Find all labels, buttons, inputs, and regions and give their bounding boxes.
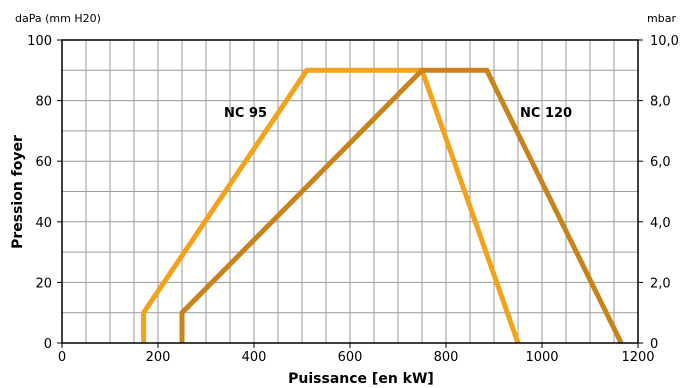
series-line-nc95 (141, 67, 521, 344)
y2-tick-label: 2,0 (650, 276, 671, 291)
x-axis-title: Puissance [en kW] (288, 371, 434, 387)
series-lines (141, 67, 624, 345)
y-tick-label: 0 (44, 337, 52, 352)
series-label-nc120: NC 120 (520, 106, 572, 121)
y-tick-label: 20 (35, 276, 52, 291)
grid (62, 40, 638, 343)
x-tick-label: 600 (338, 350, 363, 365)
y-tick-label: 60 (35, 155, 52, 170)
y-tick-label: 100 (27, 34, 52, 49)
x-tick-label: 800 (434, 350, 459, 365)
y-tick-labels: 0 20 40 60 80 100 (27, 34, 62, 352)
y2-tick-label: 4,0 (650, 216, 671, 231)
y-left-unit-label: daPa (mm H20) (15, 12, 101, 25)
y2-tick-labels: 0 2,0 4,0 6,0 8,0 10,0 (638, 34, 679, 352)
y2-tick-label: 8,0 (650, 95, 671, 110)
series-line-nc120 (179, 67, 624, 345)
x-tick-label: 1000 (525, 350, 558, 365)
y2-tick-label: 0 (650, 337, 658, 352)
y-right-unit-label: mbar (647, 12, 676, 25)
y-axis-title: Pression foyer (10, 135, 26, 249)
x-tick-label: 1200 (621, 350, 654, 365)
y-tick-label: 40 (35, 216, 52, 231)
x-tick-label: 0 (58, 350, 66, 365)
x-tick-labels: 0 200 400 600 800 1000 1200 (58, 343, 655, 365)
x-tick-label: 400 (242, 350, 267, 365)
series-label-nc95: NC 95 (224, 106, 267, 121)
x-tick-label: 200 (146, 350, 171, 365)
y2-tick-label: 10,0 (650, 34, 679, 49)
y2-tick-label: 6,0 (650, 155, 671, 170)
y-tick-label: 80 (35, 95, 52, 110)
